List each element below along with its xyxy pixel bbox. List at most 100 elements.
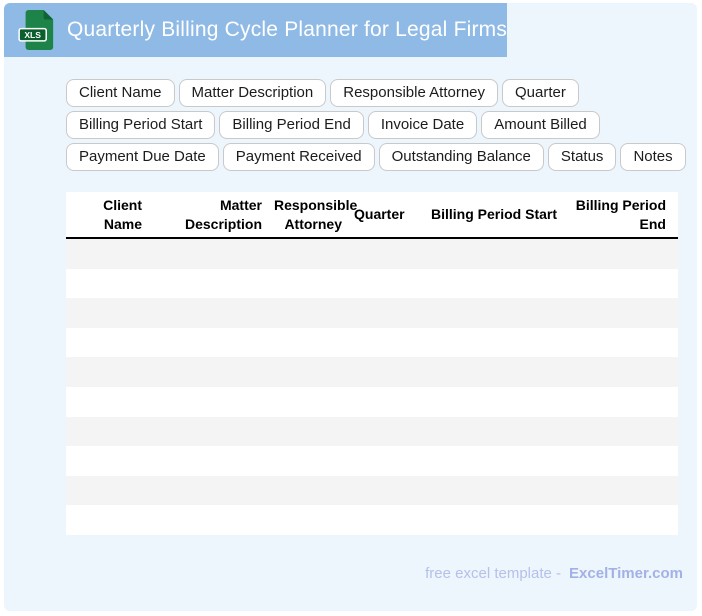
table-cell xyxy=(354,505,416,535)
table-header-row: Client Name Matter Description Responsible… xyxy=(66,192,678,239)
table-cell xyxy=(569,387,678,417)
table-cell xyxy=(416,446,569,476)
table-cell xyxy=(354,238,416,269)
template-preview-card: XLS Quarterly Billing Cycle Planner for … xyxy=(4,3,697,611)
table-cell xyxy=(154,238,274,269)
table-cell xyxy=(154,298,274,328)
table-row xyxy=(66,416,678,447)
table-cell xyxy=(66,476,154,506)
column-header: Quarter xyxy=(354,192,416,239)
column-tag: Quarter xyxy=(502,79,579,107)
table-cell xyxy=(569,298,678,328)
table-cell xyxy=(66,238,154,269)
table-cell xyxy=(66,328,154,358)
column-tag: Billing Period Start xyxy=(66,111,216,139)
footer-credit: free excel template - ExcelTimer.com xyxy=(425,565,683,582)
table-row xyxy=(66,327,678,358)
column-tag: Responsible Attorney xyxy=(330,79,499,107)
column-tag: Outstanding Balance xyxy=(378,143,544,171)
table-cell xyxy=(66,387,154,417)
column-tags: Client Name Matter Description Responsible… xyxy=(66,79,686,175)
table-cell xyxy=(66,269,154,299)
xls-file-icon: XLS xyxy=(18,10,54,50)
table-cell xyxy=(416,505,569,535)
column-tag: Status xyxy=(547,143,617,171)
table-cell xyxy=(154,269,274,299)
billing-table-wrap: Client Name Matter Description Responsible… xyxy=(66,192,678,535)
table-cell xyxy=(274,387,354,417)
table-cell xyxy=(416,238,569,269)
table-cell xyxy=(416,328,569,358)
table-cell xyxy=(416,298,569,328)
column-tag: Invoice Date xyxy=(367,111,478,139)
table-cell xyxy=(354,476,416,506)
table-cell xyxy=(154,417,274,447)
table-cell xyxy=(354,357,416,387)
table-cell xyxy=(274,238,354,269)
table-cell xyxy=(154,357,274,387)
table-cell xyxy=(354,328,416,358)
table-cell xyxy=(569,328,678,358)
table-cell xyxy=(416,387,569,417)
column-tag: Notes xyxy=(620,143,686,171)
table-cell xyxy=(274,328,354,358)
table-cell xyxy=(354,269,416,299)
column-header: Billing Period End xyxy=(569,192,678,239)
column-tag: Amount Billed xyxy=(481,111,600,139)
table-cell xyxy=(66,417,154,447)
table-cell xyxy=(569,269,678,299)
column-tag: Payment Due Date xyxy=(66,143,219,171)
table-cell xyxy=(154,446,274,476)
xls-badge-text: XLS xyxy=(24,30,41,40)
table-cell xyxy=(569,476,678,506)
brand-link[interactable]: ExcelTimer.com xyxy=(569,565,683,582)
table-cell xyxy=(154,476,274,506)
table-cell xyxy=(274,476,354,506)
tag-row: Client Name Matter Description Responsible… xyxy=(66,79,686,107)
table-row xyxy=(66,505,678,535)
table-cell xyxy=(416,269,569,299)
table-cell xyxy=(416,476,569,506)
table-cell xyxy=(354,417,416,447)
column-tag: Client Name xyxy=(66,79,175,107)
table-cell xyxy=(354,298,416,328)
table-cell xyxy=(66,505,154,535)
table-cell xyxy=(154,387,274,417)
billing-table: Client Name Matter Description Responsible… xyxy=(66,192,678,535)
table-row xyxy=(66,238,678,269)
table-row xyxy=(66,446,678,476)
table-row xyxy=(66,386,678,417)
table-cell xyxy=(274,505,354,535)
table-row xyxy=(66,357,678,387)
table-cell xyxy=(354,446,416,476)
footer-text: free excel template - xyxy=(425,565,562,582)
table-cell xyxy=(569,417,678,447)
table-cell xyxy=(154,505,274,535)
table-row xyxy=(66,268,678,299)
table-cell xyxy=(274,446,354,476)
tag-row: Billing Period Start Billing Period End In… xyxy=(66,111,686,139)
table-cell xyxy=(66,298,154,328)
table-cell xyxy=(354,387,416,417)
app-banner: XLS Quarterly Billing Cycle Planner for … xyxy=(4,3,507,57)
table-cell xyxy=(569,357,678,387)
table-row xyxy=(66,298,678,328)
column-header: Billing Period Start xyxy=(416,192,569,239)
table-cell xyxy=(569,505,678,535)
column-tag: Matter Description xyxy=(178,79,327,107)
table-cell xyxy=(416,417,569,447)
column-header: Responsible Attorney xyxy=(274,192,357,239)
table-cell xyxy=(274,298,354,328)
table-cell xyxy=(274,269,354,299)
table-cell xyxy=(416,357,569,387)
column-tag: Payment Received xyxy=(222,143,375,171)
table-cell xyxy=(66,446,154,476)
template-title: Quarterly Billing Cycle Planner for Lega… xyxy=(67,18,508,41)
table-cell xyxy=(154,328,274,358)
table-cell xyxy=(569,238,678,269)
table-row xyxy=(66,475,678,506)
column-header: Matter Description xyxy=(154,192,274,239)
column-tag: Billing Period End xyxy=(219,111,364,139)
table-cell xyxy=(274,417,354,447)
table-cell xyxy=(66,357,154,387)
